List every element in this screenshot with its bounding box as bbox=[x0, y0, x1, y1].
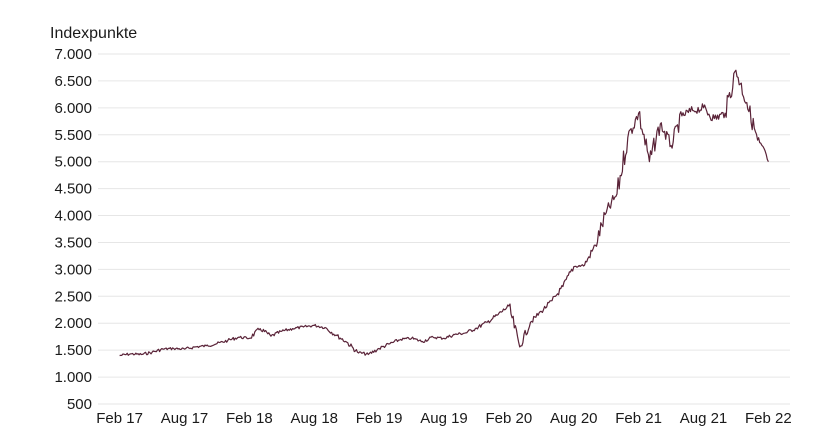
x-tick-label: Feb 18 bbox=[226, 410, 273, 427]
y-axis-label: Indexpunkte bbox=[50, 25, 137, 42]
x-tick-label: Feb 20 bbox=[486, 410, 533, 427]
y-tick-label: 1.500 bbox=[54, 342, 92, 359]
x-tick-label: Aug 19 bbox=[420, 410, 468, 427]
x-tick-label: Aug 20 bbox=[550, 410, 598, 427]
y-tick-label: 6.500 bbox=[54, 73, 92, 90]
index-series-line bbox=[119, 69, 769, 357]
x-axis-ticks: Feb 17 Aug 17 Feb 18 Aug 18 Feb 19 Aug 19 Feb … bbox=[96, 410, 791, 427]
gridlines bbox=[98, 53, 790, 405]
y-tick-label: 2.000 bbox=[54, 315, 92, 332]
y-tick-label: 4.000 bbox=[54, 208, 92, 225]
y-tick-label: 500 bbox=[67, 396, 92, 413]
y-tick-label: 5.500 bbox=[54, 127, 92, 144]
x-tick-label: Aug 18 bbox=[290, 410, 338, 427]
y-tick-label: 7.000 bbox=[54, 46, 92, 63]
x-tick-label: Aug 17 bbox=[161, 410, 209, 427]
y-tick-label: 6.000 bbox=[54, 100, 92, 117]
x-tick-label: Feb 21 bbox=[615, 410, 662, 427]
y-tick-label: 3.000 bbox=[54, 261, 92, 278]
y-tick-label: 2.500 bbox=[54, 288, 92, 305]
x-tick-label: Feb 17 bbox=[96, 410, 143, 427]
y-tick-label: 1.000 bbox=[54, 369, 92, 386]
y-tick-label: 5.000 bbox=[54, 154, 92, 171]
x-tick-label: Feb 19 bbox=[356, 410, 403, 427]
y-tick-label: 3.500 bbox=[54, 234, 92, 251]
x-tick-label: Feb 22 bbox=[745, 410, 792, 427]
x-tick-label: Aug 21 bbox=[680, 410, 728, 427]
y-axis-ticks: 500 1.000 1.500 2.000 2.500 3.000 3.500 4.000 4.… bbox=[54, 46, 92, 413]
y-tick-label: 4.500 bbox=[54, 181, 92, 198]
